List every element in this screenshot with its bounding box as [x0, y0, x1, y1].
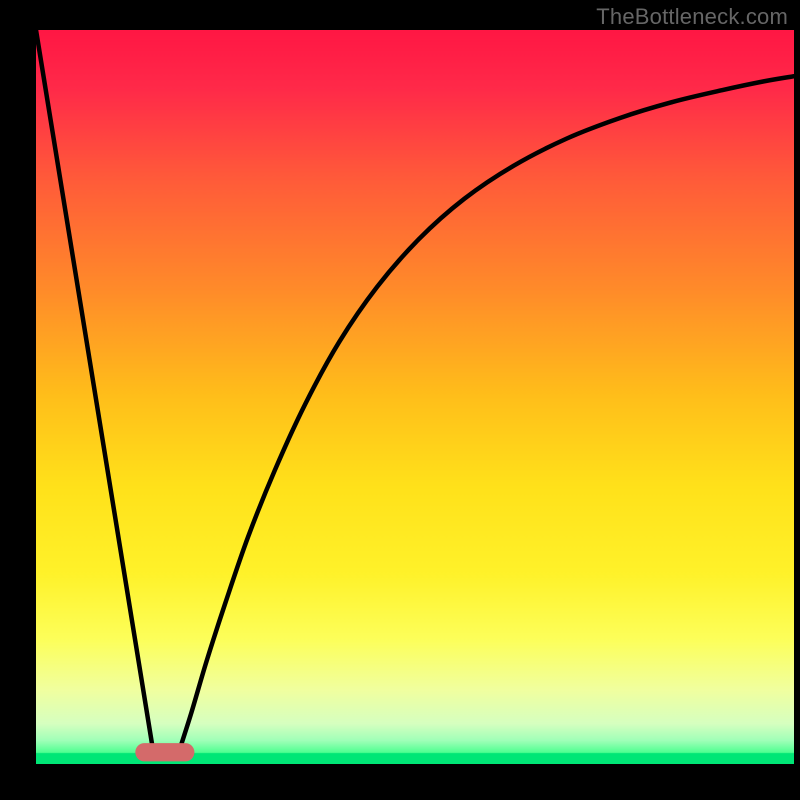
optimal-marker-pill: [135, 743, 194, 761]
watermark-text: TheBottleneck.com: [596, 4, 788, 30]
plot-area: [36, 30, 794, 764]
right-curve: [179, 76, 794, 753]
left-curve: [36, 30, 153, 753]
curves-layer: [36, 30, 794, 764]
